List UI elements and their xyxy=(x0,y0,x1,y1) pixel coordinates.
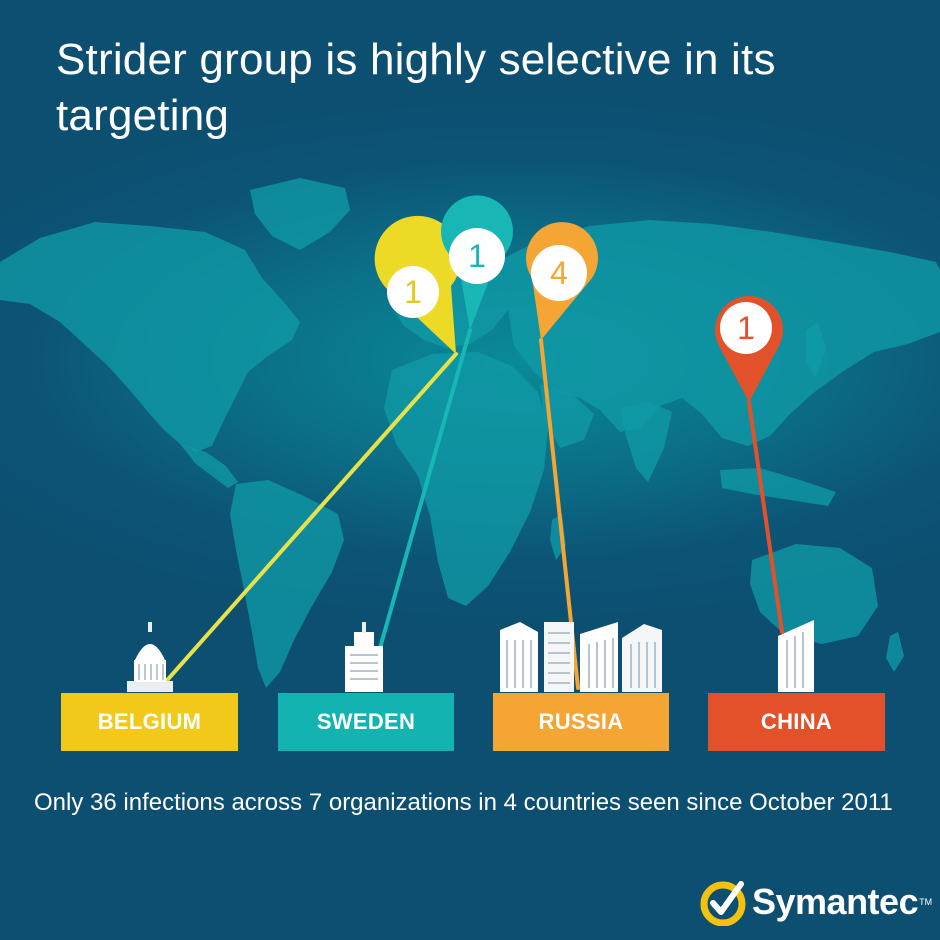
sweden-connector-line xyxy=(378,328,472,650)
connector-lines xyxy=(160,328,784,690)
sweden-pin-count: 1 xyxy=(468,238,486,274)
world-map-icon xyxy=(0,178,940,688)
symantec-logo: Symantec TM xyxy=(700,874,932,930)
infections-count: 36 xyxy=(90,789,117,816)
china-pin-marker xyxy=(715,296,783,402)
sweden-pin-marker xyxy=(440,195,513,330)
buildings xyxy=(127,620,814,692)
country-label-russia: RUSSIA xyxy=(493,693,669,751)
trademark-symbol: TM xyxy=(919,897,933,907)
page-title: Strider group is highly selective in its… xyxy=(56,35,776,140)
logo-wordmark: Symantec xyxy=(752,881,919,922)
country-label-belgium: BELGIUM xyxy=(61,693,238,751)
checkmark-circle-icon xyxy=(700,881,746,926)
organizations-count: 7 xyxy=(308,789,323,816)
countries-count: 4 xyxy=(503,789,517,816)
belgium-pin-count: 1 xyxy=(404,274,422,310)
tower-building-icon xyxy=(345,622,383,692)
belgium-connector-line xyxy=(160,352,458,688)
office-building-icon xyxy=(778,620,814,692)
capitol-building-icon xyxy=(127,622,173,692)
country-label-china: CHINA xyxy=(708,693,885,751)
russia-pin-count: 4 xyxy=(550,255,568,291)
china-connector-line xyxy=(747,400,784,634)
russia-pin-marker xyxy=(525,222,598,340)
china-pin-count: 1 xyxy=(737,310,755,346)
belgium-pin-marker xyxy=(374,215,461,354)
summary-text: Only 36 infections across 7 organization… xyxy=(34,789,893,816)
country-label-sweden: SWEDEN xyxy=(278,693,454,751)
skyline-buildings-icon xyxy=(500,622,662,692)
map-pins xyxy=(374,195,783,402)
